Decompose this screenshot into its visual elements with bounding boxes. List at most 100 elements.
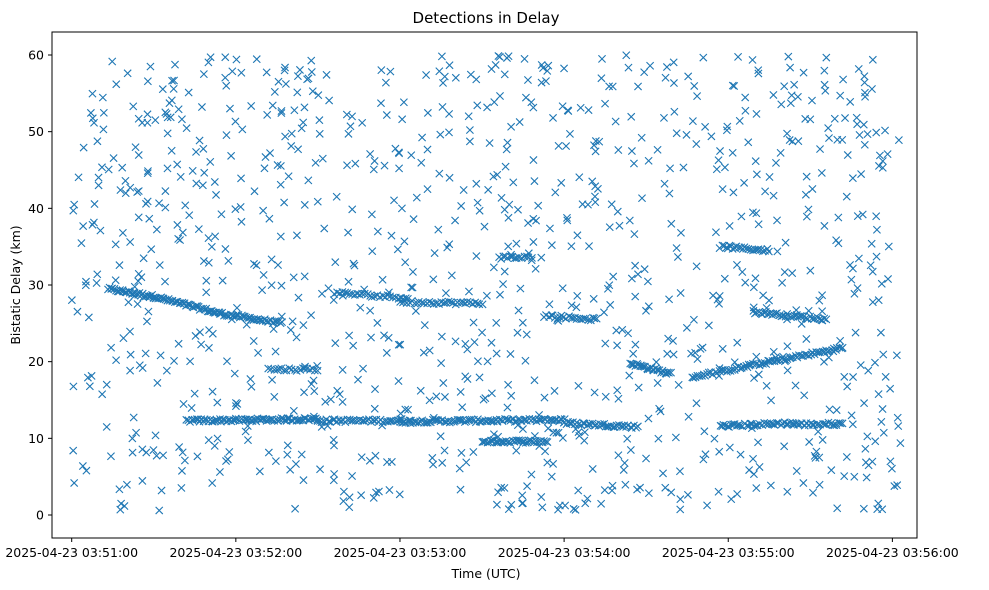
data-point	[627, 112, 636, 121]
data-point	[456, 485, 465, 494]
data-point	[877, 279, 886, 288]
data-point	[162, 366, 171, 375]
data-point	[561, 501, 570, 510]
data-point	[93, 137, 102, 146]
data-point	[484, 185, 493, 194]
data-point	[881, 126, 890, 135]
data-point	[755, 462, 764, 471]
data-point	[408, 283, 417, 292]
x-axis: 2025-04-23 03:51:00 2025-04-23 03:52:00 20…	[5, 538, 959, 560]
data-point	[614, 146, 623, 154]
data-point	[575, 173, 584, 182]
data-point	[507, 250, 516, 259]
data-point	[771, 158, 780, 167]
data-point	[151, 116, 160, 125]
data-point	[351, 159, 360, 168]
data-point	[779, 352, 788, 361]
data-point	[715, 292, 724, 300]
data-point	[786, 63, 795, 72]
data-point	[142, 317, 151, 326]
data-point	[473, 198, 482, 207]
data-point	[283, 450, 292, 459]
data-point	[765, 296, 774, 305]
data-point	[266, 149, 275, 158]
data-point	[714, 156, 723, 165]
data-point	[860, 88, 869, 97]
data-point	[374, 487, 383, 496]
data-point	[423, 108, 432, 117]
data-point	[747, 424, 756, 433]
data-point	[339, 487, 348, 496]
data-point	[472, 252, 481, 261]
data-point	[254, 348, 263, 357]
data-point	[462, 458, 471, 467]
data-point	[832, 406, 841, 415]
data-point	[193, 452, 202, 461]
data-point	[289, 273, 298, 282]
data-point	[515, 436, 524, 445]
data-point	[213, 398, 222, 407]
data-point	[425, 346, 434, 355]
data-point	[571, 505, 580, 514]
data-point	[627, 274, 636, 283]
data-point	[231, 414, 240, 423]
data-point	[654, 434, 663, 443]
data-point	[231, 402, 240, 411]
data-point	[868, 457, 877, 466]
data-point	[208, 387, 217, 396]
data-point	[408, 267, 417, 276]
data-point	[589, 294, 598, 303]
data-point	[300, 364, 309, 373]
data-point	[232, 55, 241, 64]
data-point	[696, 344, 705, 353]
data-point	[385, 486, 394, 494]
data-point	[204, 234, 213, 243]
data-point	[832, 236, 841, 245]
data-point	[419, 348, 428, 357]
data-point	[465, 137, 474, 146]
data-point	[320, 224, 329, 233]
data-point	[644, 414, 653, 423]
data-point	[422, 71, 431, 80]
data-point	[872, 252, 881, 261]
data-point	[633, 422, 642, 431]
data-point	[504, 213, 513, 222]
data-point	[637, 133, 646, 142]
data-point	[478, 300, 487, 309]
data-point	[199, 70, 208, 79]
data-point	[200, 168, 209, 177]
data-point	[366, 149, 375, 158]
data-point	[701, 450, 710, 459]
data-point	[530, 431, 539, 440]
data-point	[663, 349, 672, 358]
data-point	[728, 148, 737, 157]
data-point	[669, 79, 678, 88]
data-point	[633, 270, 642, 279]
data-point	[746, 419, 755, 428]
data-point	[509, 178, 518, 187]
data-point	[894, 422, 903, 431]
data-point	[228, 67, 237, 76]
data-point	[851, 328, 860, 337]
data-point	[155, 506, 164, 515]
data-point	[283, 441, 292, 450]
data-point	[857, 170, 866, 179]
data-point	[82, 466, 91, 475]
data-point	[199, 144, 208, 153]
data-point	[827, 466, 836, 475]
data-point	[858, 210, 867, 219]
data-point	[661, 73, 670, 82]
data-point	[455, 415, 464, 424]
data-point	[692, 140, 701, 149]
data-point	[584, 315, 593, 324]
data-point	[437, 52, 446, 61]
y-tick-label: 40	[28, 201, 44, 216]
data-point	[106, 452, 115, 461]
data-point	[146, 62, 155, 71]
data-point	[456, 415, 465, 424]
data-point	[111, 276, 120, 285]
data-point	[169, 84, 178, 93]
data-point	[99, 125, 108, 134]
data-point	[300, 388, 309, 397]
data-point	[373, 227, 382, 236]
